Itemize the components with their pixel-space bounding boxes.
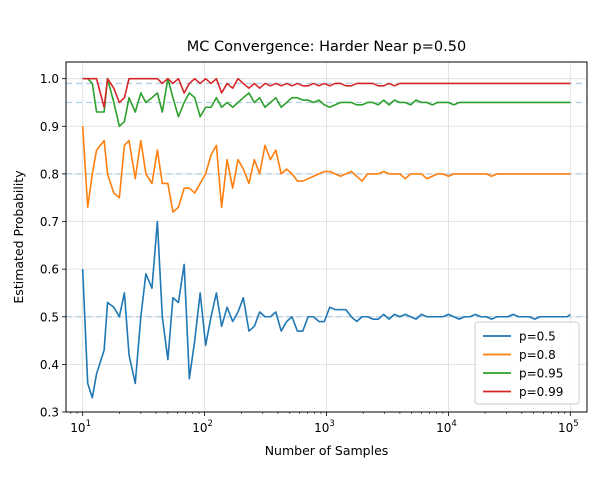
y-tick-label: 0.6	[40, 263, 59, 277]
series-line-p-0-5	[81, 220, 571, 399]
chart-title: MC Convergence: Harder Near p=0.50	[187, 39, 466, 55]
x-tick-label: 103	[314, 419, 335, 435]
x-tick-label: 105	[558, 419, 579, 435]
legend: p=0.5 p=0.8 p=0.95 p=0.99	[474, 321, 580, 405]
y-tick-label: 0.5	[40, 310, 59, 324]
x-axis-ticks: 101 102 103 104 105	[70, 412, 579, 435]
x-tick-label: 101	[70, 419, 91, 435]
y-axis-label: Estimated Probability	[11, 170, 26, 304]
y-tick-label: 0.8	[40, 167, 59, 181]
series-line-p-0-8	[81, 126, 571, 213]
x-tick-label: 102	[192, 419, 213, 435]
series-line-p-0-99	[82, 77, 571, 109]
legend-label: p=0.99	[519, 385, 563, 399]
y-axis-ticks: 0.3 0.4 0.5 0.6 0.7 0.8 0.9 1.0	[40, 72, 66, 420]
series-line-p-0-95	[82, 77, 571, 128]
y-tick-label: 0.3	[40, 406, 59, 420]
series-layer	[81, 77, 571, 399]
y-tick-label: 0.4	[40, 358, 59, 372]
legend-label: p=0.8	[519, 348, 556, 362]
x-axis-label: Number of Samples	[265, 443, 389, 458]
x-tick-label: 104	[436, 419, 457, 435]
y-tick-label: 0.9	[40, 120, 59, 134]
y-tick-label: 1.0	[40, 72, 59, 86]
legend-box	[474, 321, 580, 405]
legend-label: p=0.95	[519, 367, 563, 381]
legend-label: p=0.5	[519, 330, 556, 344]
y-tick-label: 0.7	[40, 215, 59, 229]
